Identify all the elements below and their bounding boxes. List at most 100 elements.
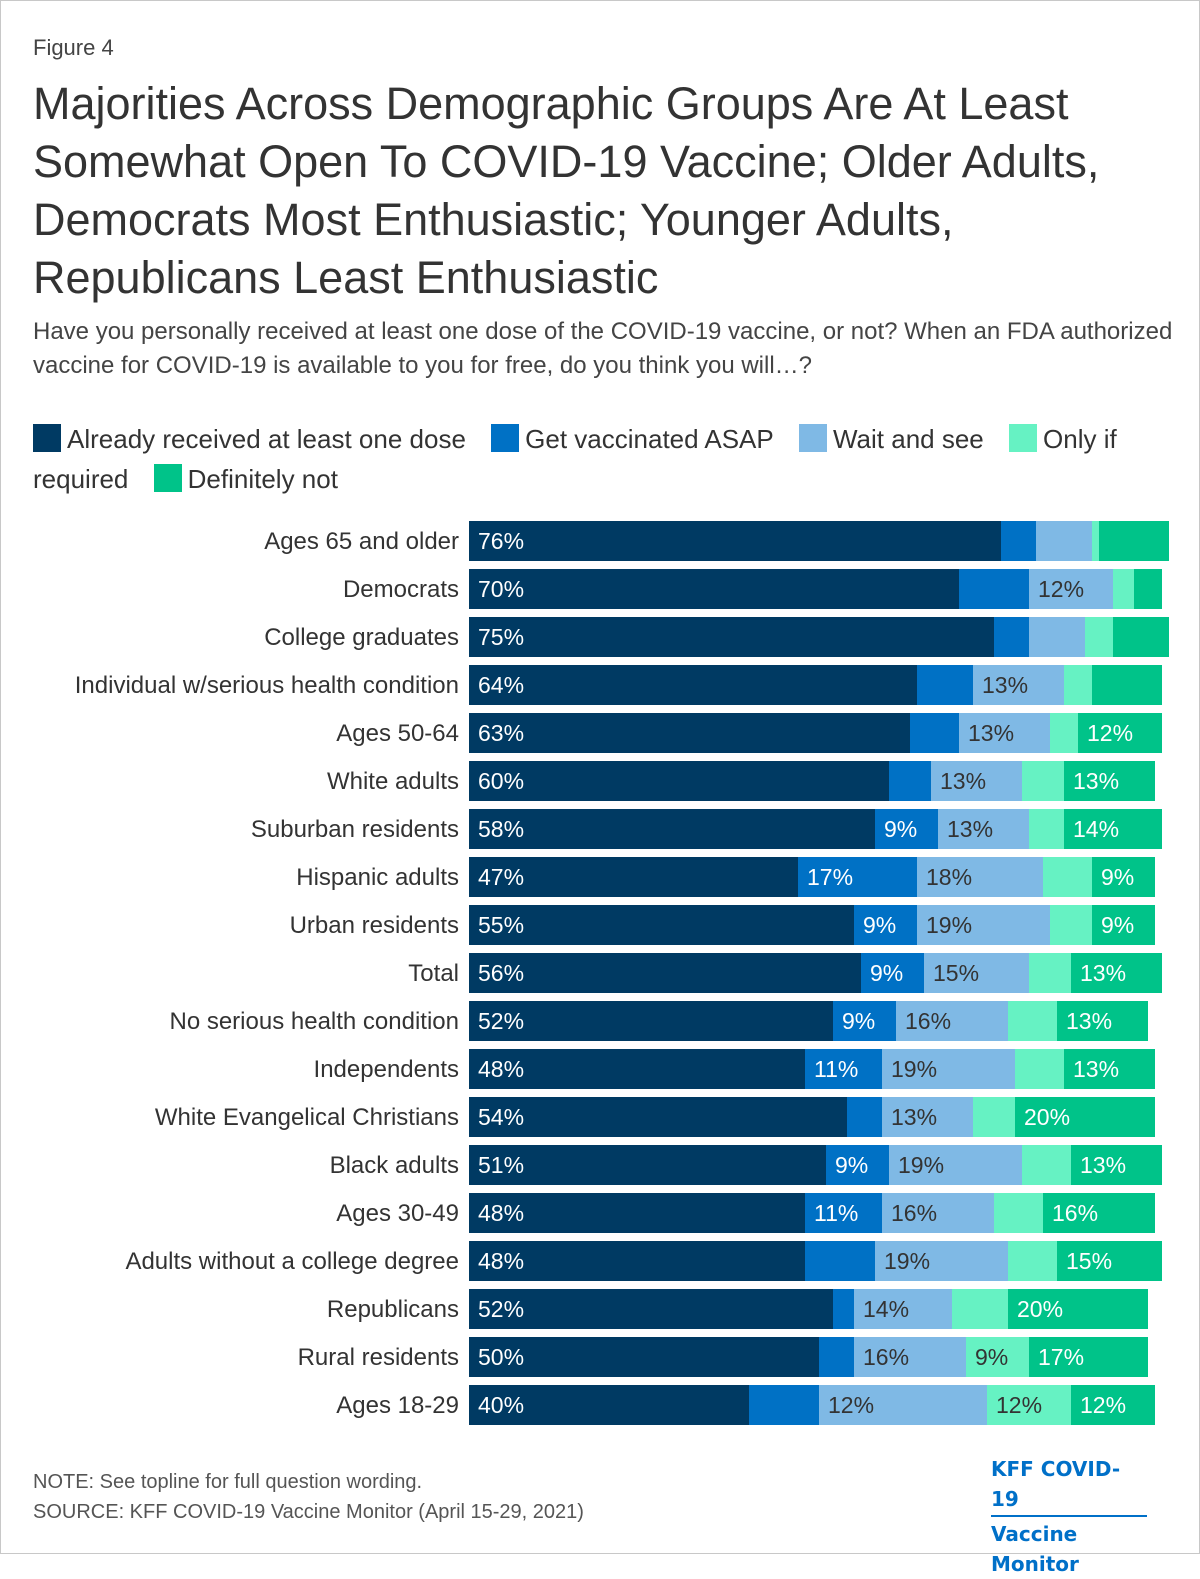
bar-segment-only-if bbox=[1015, 1049, 1064, 1089]
row-label: Urban residents bbox=[290, 912, 459, 939]
data-label: 9% bbox=[870, 960, 903, 986]
row-label: Democrats bbox=[343, 576, 459, 603]
data-label: 20% bbox=[1024, 1104, 1070, 1130]
bar-segment-asap bbox=[847, 1097, 882, 1137]
data-label: 60% bbox=[478, 768, 524, 794]
bar-segment-only-if bbox=[1064, 665, 1092, 705]
row-label: Republicans bbox=[327, 1296, 459, 1323]
row-label: No serious health condition bbox=[169, 1008, 459, 1035]
bar-segment-definitely-not bbox=[1043, 1193, 1155, 1233]
chart-subtitle: Have you personally received at least on… bbox=[33, 318, 1173, 379]
bar-segment-wait bbox=[924, 953, 1029, 993]
data-label: 16% bbox=[1052, 1200, 1098, 1226]
bar-segment-already bbox=[469, 1385, 749, 1425]
bar-segment-definitely-not bbox=[1064, 761, 1155, 801]
chart-notes: NOTE: See topline for full question word… bbox=[33, 1467, 584, 1527]
bar-segment-wait bbox=[1029, 569, 1113, 609]
data-label: 56% bbox=[478, 960, 524, 986]
logo-line-1: KFF COVID-19 bbox=[991, 1454, 1147, 1517]
bar-segment-only-if bbox=[1043, 857, 1092, 897]
data-label: 20% bbox=[1017, 1296, 1063, 1322]
bar-segment-wait bbox=[854, 1337, 966, 1377]
data-label: 9% bbox=[863, 912, 896, 938]
bar-segment-wait bbox=[896, 1001, 1008, 1041]
chart-title: Majorities Across Demographic Groups Are… bbox=[33, 78, 1100, 303]
bar-segment-only-if bbox=[987, 1385, 1071, 1425]
bar-segment-already bbox=[469, 617, 994, 657]
row-label: Ages 18-29 bbox=[336, 1392, 459, 1419]
bar-segment-wait bbox=[889, 1145, 1022, 1185]
data-label: 13% bbox=[1066, 1008, 1112, 1034]
data-label: 9% bbox=[1101, 864, 1134, 890]
bar-segment-wait bbox=[819, 1385, 987, 1425]
bar-segment-only-if bbox=[1008, 1241, 1057, 1281]
data-label: 63% bbox=[478, 720, 524, 746]
data-label: 16% bbox=[905, 1008, 951, 1034]
data-label: 52% bbox=[478, 1008, 524, 1034]
bar-segment-wait bbox=[917, 905, 1050, 945]
bar-segment-only-if bbox=[1113, 569, 1134, 609]
data-label: 16% bbox=[891, 1200, 937, 1226]
data-label: 14% bbox=[1073, 816, 1119, 842]
bar-segment-already bbox=[469, 1241, 805, 1281]
data-label: 40% bbox=[478, 1392, 524, 1418]
bar-segment-asap bbox=[805, 1193, 882, 1233]
row-label: Hispanic adults bbox=[296, 864, 459, 891]
bar-segment-already bbox=[469, 665, 917, 705]
bar-segment-asap bbox=[854, 905, 917, 945]
bar-segment-definitely-not bbox=[1092, 857, 1155, 897]
data-label: 48% bbox=[478, 1056, 524, 1082]
bar-segment-definitely-not bbox=[1134, 569, 1162, 609]
bar-segment-wait bbox=[882, 1193, 994, 1233]
bar-segment-already bbox=[469, 713, 910, 753]
bar-segment-asap bbox=[994, 617, 1029, 657]
row-label: White Evangelical Christians bbox=[155, 1104, 459, 1131]
bar-segment-only-if bbox=[966, 1337, 1029, 1377]
data-label: 12% bbox=[1080, 1392, 1126, 1418]
row-label: Total bbox=[408, 960, 459, 987]
data-label: 14% bbox=[863, 1296, 909, 1322]
data-label: 51% bbox=[478, 1152, 524, 1178]
bar-segment-asap bbox=[910, 713, 959, 753]
legend-label-only-if: Only if required bbox=[33, 424, 1117, 494]
bar-segment-asap bbox=[833, 1001, 896, 1041]
legend-swatch-definitely-not bbox=[153, 464, 182, 492]
legend-item-only-if: Only if required bbox=[33, 424, 1117, 494]
data-label: 12% bbox=[828, 1392, 874, 1418]
legend-label-already: Already received at least one dose bbox=[67, 424, 466, 454]
data-label: 55% bbox=[478, 912, 524, 938]
row-label: Suburban residents bbox=[251, 816, 459, 843]
data-label: 76% bbox=[478, 528, 524, 554]
legend-label-definitely-not: Definitely not bbox=[187, 464, 338, 494]
data-label: 50% bbox=[478, 1344, 524, 1370]
bar-segment-definitely-not bbox=[1029, 1337, 1148, 1377]
data-label: 9% bbox=[842, 1008, 875, 1034]
bar-segment-already bbox=[469, 953, 861, 993]
bar-segment-only-if bbox=[1050, 905, 1092, 945]
data-label: 17% bbox=[1038, 1344, 1084, 1370]
bar-segment-definitely-not bbox=[1113, 617, 1169, 657]
data-label: 70% bbox=[478, 576, 524, 602]
row-label: Adults without a college degree bbox=[125, 1248, 459, 1275]
data-label: 11% bbox=[814, 1056, 858, 1082]
data-label: 13% bbox=[891, 1104, 937, 1130]
data-label: 19% bbox=[884, 1248, 930, 1274]
bar-segment-already bbox=[469, 1049, 805, 1089]
bar-segment-wait bbox=[882, 1049, 1015, 1089]
bar-segment-definitely-not bbox=[1071, 953, 1162, 993]
bar-segment-already bbox=[469, 1145, 826, 1185]
bar-segment-already bbox=[469, 1001, 833, 1041]
bar-segment-definitely-not bbox=[1008, 1289, 1148, 1329]
legend-label-asap: Get vaccinated ASAP bbox=[525, 424, 774, 454]
bar-segment-only-if bbox=[952, 1289, 1008, 1329]
bar-segment-definitely-not bbox=[1015, 1097, 1155, 1137]
bar-segment-already bbox=[469, 1337, 819, 1377]
data-label: 13% bbox=[1073, 1056, 1119, 1082]
bar-segment-only-if bbox=[1029, 953, 1071, 993]
data-label: 18% bbox=[926, 864, 972, 890]
legend-item-already: Already received at least one dose bbox=[33, 424, 466, 454]
bar-segment-already bbox=[469, 521, 1001, 561]
legend-swatch-asap bbox=[491, 424, 520, 452]
data-label: 13% bbox=[947, 816, 993, 842]
